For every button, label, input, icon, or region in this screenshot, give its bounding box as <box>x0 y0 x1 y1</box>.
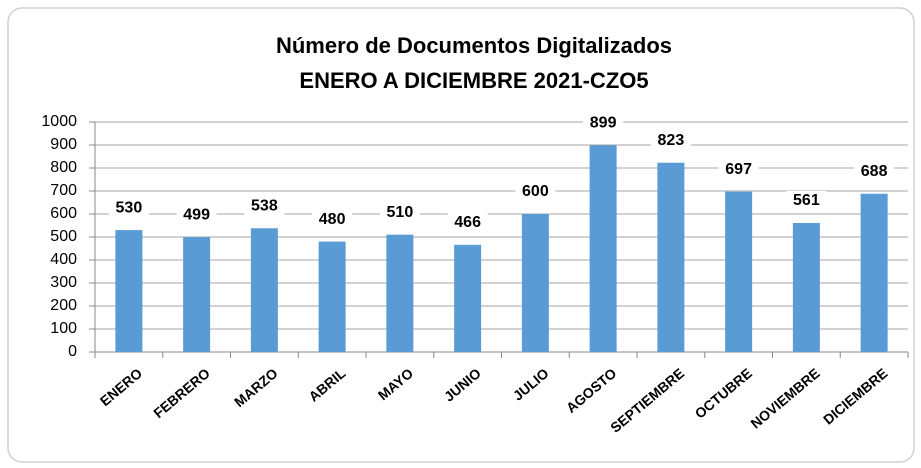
data-label: 466 <box>454 214 481 231</box>
data-label: 480 <box>319 211 346 228</box>
y-tick-label: 300 <box>50 274 77 291</box>
bar <box>657 162 685 352</box>
y-tick-label: 1000 <box>41 113 77 130</box>
y-tick-label: 400 <box>50 251 77 268</box>
data-label-bg <box>108 198 149 219</box>
bar <box>115 230 143 352</box>
data-label: 697 <box>725 161 752 178</box>
y-tick-label: 800 <box>50 159 77 176</box>
y-tick-label: 500 <box>50 228 77 245</box>
y-tick-label: 100 <box>50 320 77 337</box>
bar <box>521 214 549 352</box>
y-tick-label: 200 <box>50 297 77 314</box>
y-tick-label: 900 <box>50 136 77 153</box>
bar <box>860 193 888 352</box>
data-label-bg <box>515 182 556 202</box>
chart-subtitle: ENERO A DICIEMBRE 2021-CZO5 <box>299 68 648 93</box>
data-label: 688 <box>861 163 888 180</box>
bar <box>183 237 211 352</box>
bar <box>589 145 617 352</box>
y-tick-label: 600 <box>50 205 77 222</box>
bar <box>454 244 482 352</box>
data-label: 823 <box>658 132 685 149</box>
data-label: 600 <box>522 183 549 200</box>
data-label-bg <box>176 205 217 226</box>
y-tick-label: 700 <box>50 182 77 199</box>
bar <box>386 234 414 352</box>
bar <box>725 191 753 352</box>
chart-title: Número de Documentos Digitalizados <box>276 33 672 58</box>
data-label-bg <box>244 196 285 217</box>
data-label: 510 <box>387 204 414 221</box>
data-label-bg <box>312 209 353 230</box>
data-label-bg <box>379 202 420 223</box>
data-label-bg <box>854 161 895 182</box>
data-label: 538 <box>251 197 278 214</box>
data-label: 499 <box>183 206 210 223</box>
data-label-bg <box>718 159 759 180</box>
data-label: 530 <box>116 199 143 216</box>
data-label-bg <box>447 212 488 233</box>
data-label-bg <box>650 130 691 151</box>
bar <box>792 222 820 352</box>
y-tick-label: 0 <box>68 343 77 360</box>
data-label: 561 <box>793 192 820 209</box>
bar <box>250 228 278 352</box>
data-label-bg <box>583 113 624 134</box>
data-label: 899 <box>590 114 617 131</box>
bar <box>318 241 346 352</box>
data-label-bg <box>786 190 827 211</box>
